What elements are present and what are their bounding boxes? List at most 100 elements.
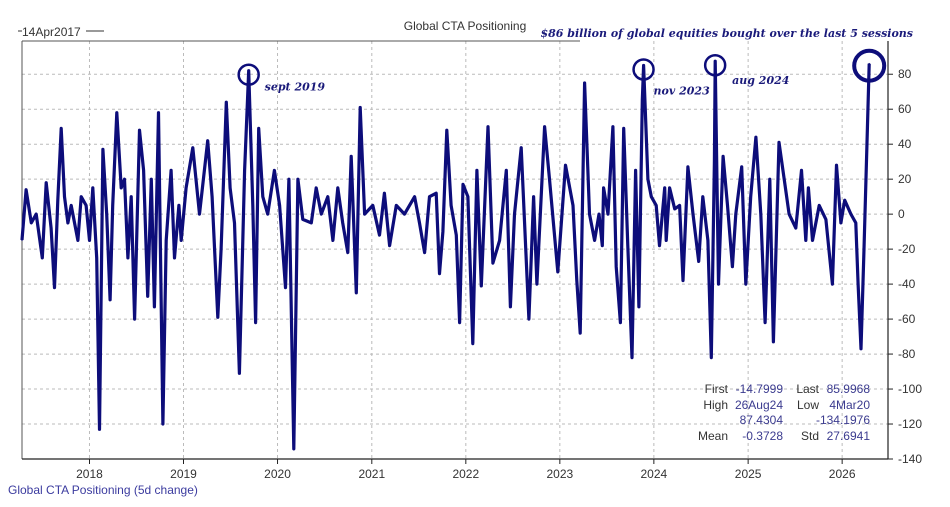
data-point bbox=[178, 204, 180, 207]
data-point bbox=[564, 164, 567, 166]
data-point bbox=[783, 178, 785, 180]
annotation-label: sept 2019 bbox=[265, 81, 326, 94]
data-point bbox=[498, 239, 501, 242]
data-point bbox=[697, 260, 700, 263]
data-point bbox=[863, 248, 865, 250]
data-point bbox=[860, 348, 862, 350]
data-point bbox=[146, 295, 149, 298]
data-point bbox=[372, 204, 374, 207]
data-point bbox=[450, 204, 452, 207]
data-point bbox=[438, 272, 441, 275]
data-point bbox=[428, 195, 431, 198]
data-point bbox=[111, 204, 114, 207]
data-point bbox=[745, 283, 747, 285]
annotation-label: nov 2023 bbox=[654, 84, 711, 97]
data-point bbox=[509, 306, 512, 308]
data-point bbox=[602, 187, 605, 189]
y-tick-label: -40 bbox=[898, 277, 916, 291]
data-point bbox=[435, 192, 437, 194]
data-point bbox=[41, 257, 44, 259]
y-tick-label: 20 bbox=[898, 172, 912, 186]
data-point bbox=[77, 239, 79, 242]
data-point bbox=[442, 230, 444, 233]
y-tick-label: -140 bbox=[898, 452, 922, 466]
data-point bbox=[731, 265, 734, 268]
stat-first: -14.7999 bbox=[736, 382, 784, 396]
data-point bbox=[631, 356, 633, 359]
x-tick-label: 2018 bbox=[76, 467, 103, 481]
data-point bbox=[811, 239, 814, 242]
data-point bbox=[579, 332, 581, 334]
data-point bbox=[855, 222, 857, 224]
data-point bbox=[655, 204, 657, 207]
y-tick-label: -100 bbox=[898, 382, 922, 396]
stat-first-label: First bbox=[705, 382, 729, 396]
data-point bbox=[60, 127, 62, 130]
x-tick-label: 2023 bbox=[546, 467, 573, 481]
data-point bbox=[713, 160, 716, 163]
y-axis-ticks: 80 60 40 20 0 -20 -40 -60 -80 -100 -120 -140 bbox=[888, 67, 922, 466]
x-tick-label: 2022 bbox=[452, 467, 479, 481]
data-point bbox=[206, 139, 209, 142]
stat-high: 87.4304 bbox=[740, 413, 784, 427]
data-point bbox=[355, 292, 358, 294]
data-point bbox=[266, 213, 269, 215]
data-point bbox=[471, 342, 474, 345]
data-point bbox=[220, 248, 222, 250]
data-point bbox=[336, 187, 339, 189]
data-point bbox=[658, 244, 661, 247]
x-tick-label: 2019 bbox=[170, 467, 197, 481]
data-point bbox=[722, 155, 724, 158]
data-point bbox=[794, 227, 797, 229]
data-point bbox=[363, 213, 366, 215]
data-point bbox=[647, 178, 649, 180]
data-point bbox=[572, 204, 574, 207]
stats-box: First -14.7999 Last 85.9968 High 26Aug24… bbox=[698, 382, 870, 443]
data-point bbox=[120, 187, 122, 189]
stat-low-label: Low bbox=[797, 398, 819, 412]
data-point bbox=[734, 213, 737, 215]
data-point bbox=[63, 195, 66, 198]
data-point bbox=[278, 204, 281, 207]
data-point bbox=[668, 187, 671, 189]
stat-high-label: High bbox=[703, 398, 728, 412]
stat-low-date: 4Mar20 bbox=[829, 398, 870, 412]
headline-annotation: $86 billion of global equities bought ov… bbox=[540, 27, 913, 40]
data-point bbox=[768, 178, 771, 180]
data-point bbox=[687, 166, 689, 168]
annotation-circle bbox=[852, 48, 887, 83]
data-point bbox=[233, 222, 236, 224]
stat-last-label: Last bbox=[796, 382, 819, 396]
data-point bbox=[153, 306, 156, 308]
x-axis-ticks: 2018 2019 2020 2021 2022 2023 2024 2025 2026 bbox=[76, 459, 856, 481]
data-point bbox=[717, 283, 720, 285]
data-point bbox=[513, 213, 516, 215]
data-point bbox=[598, 213, 600, 215]
annotation-label: aug 2024 bbox=[732, 74, 789, 87]
data-point bbox=[30, 222, 33, 224]
data-point bbox=[487, 125, 489, 128]
data-point bbox=[225, 101, 228, 104]
data-point bbox=[254, 321, 257, 324]
data-point bbox=[692, 213, 694, 215]
data-point bbox=[805, 239, 807, 242]
data-point bbox=[45, 181, 48, 184]
annotation-circle bbox=[632, 58, 655, 81]
data-point bbox=[395, 204, 398, 207]
stat-low: -134.1976 bbox=[816, 413, 870, 427]
data-point bbox=[764, 321, 766, 324]
data-point bbox=[229, 187, 231, 189]
data-point bbox=[150, 178, 153, 180]
stat-std-label: Std bbox=[801, 429, 819, 443]
data-point bbox=[35, 213, 37, 215]
data-point bbox=[247, 69, 250, 72]
data-point bbox=[53, 286, 56, 289]
data-point bbox=[88, 239, 91, 242]
data-point bbox=[772, 341, 775, 343]
data-point bbox=[528, 318, 530, 320]
data-point bbox=[831, 283, 834, 285]
x-tick-label: 2025 bbox=[735, 467, 762, 481]
data-point bbox=[359, 106, 362, 109]
data-point bbox=[840, 222, 842, 224]
